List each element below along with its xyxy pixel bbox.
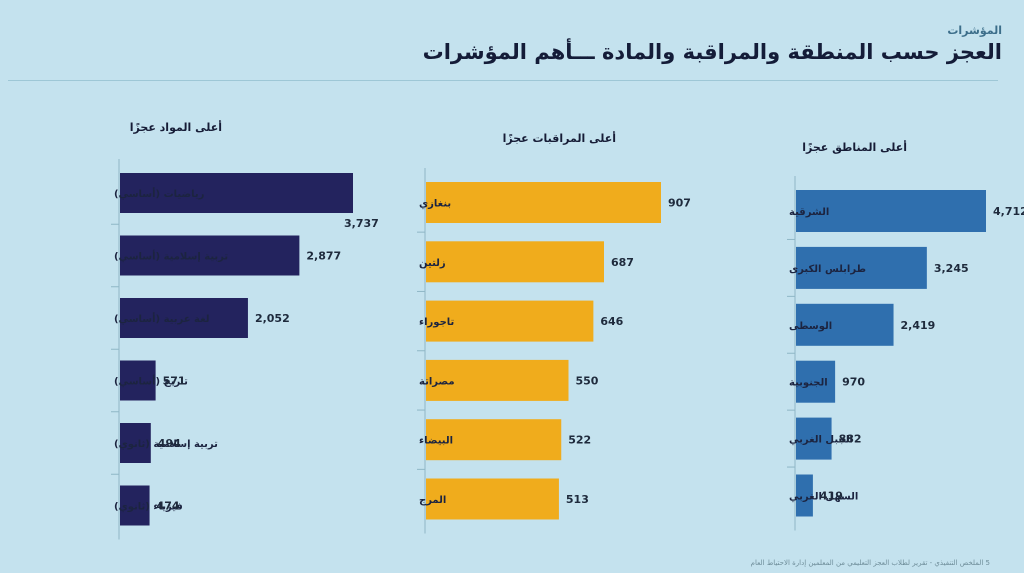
category-label: مصراتة [419, 376, 455, 387]
category-label: تربية إسلامية (ثانوي) [114, 439, 218, 450]
bar [426, 419, 562, 461]
bar [120, 173, 353, 213]
bar [796, 474, 813, 517]
category-label: البيضاء [419, 436, 453, 447]
chart-title: أعلى المواد عجزًا [130, 120, 222, 134]
data-label: 882 [839, 433, 862, 446]
category-label: الوسطى [789, 321, 832, 332]
bar [120, 360, 156, 401]
category-label: بنغازي [419, 199, 451, 210]
bar [426, 182, 661, 223]
data-label: 907 [668, 197, 691, 210]
bar [426, 300, 594, 342]
footer-text: 5 الملخص التنفيذي - تقرير لطلاب العجز ال… [750, 559, 990, 567]
bar [426, 478, 559, 520]
data-label: 571 [163, 375, 186, 388]
category-label: فيزياء (ثانوي) [114, 502, 183, 513]
section-label: المؤشرات [947, 24, 1002, 37]
category-label: تربية إسلامية (أساسي) [114, 250, 228, 263]
data-label: 3,245 [934, 262, 969, 275]
data-label: 646 [600, 315, 623, 328]
category-label: زلتين [419, 258, 446, 269]
data-label: 522 [568, 434, 591, 447]
data-label: 494 [158, 437, 181, 450]
category-label: لغة عربية (أساسي) [114, 312, 210, 325]
title-divider [8, 80, 998, 81]
bar [796, 246, 927, 289]
bar [796, 303, 894, 346]
data-label: 3,737 [344, 217, 379, 230]
category-label: رياضيات (أساسي) [114, 187, 205, 200]
bar [796, 190, 986, 232]
bar [796, 417, 832, 460]
bar [426, 359, 569, 401]
data-label: 474 [157, 500, 180, 513]
category-label: طرابلس الكبرى [789, 264, 866, 275]
category-label: تاجوراء [419, 317, 455, 328]
category-label: الشرقية [789, 207, 829, 218]
category-label: تاريخ (أساسي) [114, 375, 188, 388]
chart-title: أعلى المراقبات عجزًا [503, 131, 616, 145]
data-label: 687 [611, 256, 634, 269]
category-label: الجنوبية [789, 378, 828, 389]
data-label: 4,712 [993, 205, 1024, 218]
data-label: 2,052 [255, 312, 290, 325]
chart-title: أعلى المناطق عجزًا [802, 140, 907, 154]
bar [120, 423, 151, 463]
data-label: 550 [576, 374, 599, 387]
data-label: 2,419 [901, 319, 936, 332]
data-label: 2,877 [306, 250, 341, 263]
data-label: 419 [820, 490, 843, 503]
data-label: 970 [842, 376, 865, 389]
category-label: الجبل الغربي [789, 435, 853, 446]
data-label: 513 [566, 493, 589, 506]
bar [120, 485, 150, 526]
bar [426, 241, 604, 283]
bar [120, 235, 300, 276]
page-title: العجز حسب المنطقة والمراقبة والمادة ـــأ… [422, 40, 1002, 64]
bar [796, 360, 836, 403]
category-label: المرج [419, 495, 446, 506]
bar [120, 298, 248, 338]
category-label: السهل الغربي [789, 492, 858, 503]
